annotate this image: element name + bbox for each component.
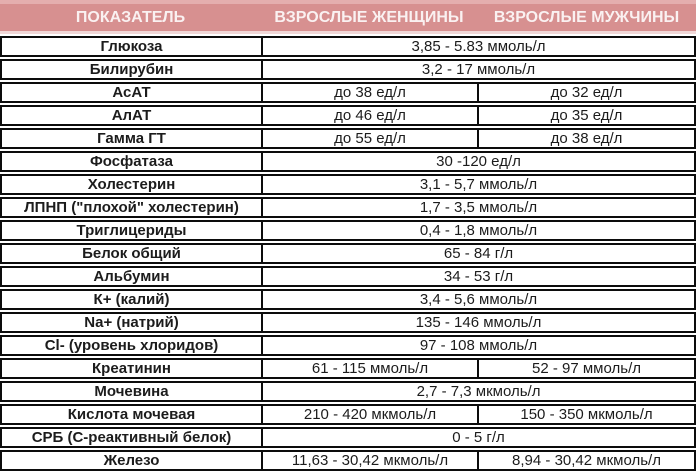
indicator-cell: Железо: [0, 450, 261, 471]
indicator-cell: Гамма ГТ: [0, 128, 261, 149]
women-value-cell: до 46 ед/л: [261, 105, 477, 126]
women-value-cell: 61 - 115 ммоль/л: [261, 358, 477, 379]
shared-value-cell: 3,85 - 5.83 ммоль/л: [261, 36, 696, 57]
indicator-cell: Cl- (уровень хлоридов): [0, 335, 261, 356]
men-value-cell: 150 - 350 мкмоль/л: [477, 404, 696, 425]
shared-value-cell: 65 - 84 г/л: [261, 243, 696, 264]
indicator-cell: СРБ (С-реактивный белок): [0, 427, 261, 448]
table-row: Глюкоза 3,85 - 5.83 ммоль/л: [0, 36, 696, 57]
table-row: ЛПНП ("плохой" холестерин) 1,7 - 3,5 ммо…: [0, 197, 696, 218]
header-indicator: ПОКАЗАТЕЛЬ: [75, 8, 186, 26]
men-value-cell: до 38 ед/л: [477, 128, 696, 149]
men-value-cell: до 32 ед/л: [477, 82, 696, 103]
table-row: Cl- (уровень хлоридов) 97 - 108 ммоль/л: [0, 335, 696, 356]
indicator-cell: Кислота мочевая: [0, 404, 261, 425]
shared-value-cell: 3,1 - 5,7 ммоль/л: [261, 174, 696, 195]
table-row: Фосфатаза 30 -120 ед/л: [0, 151, 696, 172]
women-value-cell: до 38 ед/л: [261, 82, 477, 103]
shared-value-cell: 135 - 146 ммоль/л: [261, 312, 696, 333]
shared-value-cell: 0 - 5 г/л: [261, 427, 696, 448]
indicator-cell: Триглицериды: [0, 220, 261, 241]
indicator-cell: Фосфатаза: [0, 151, 261, 172]
indicator-cell: Мочевина: [0, 381, 261, 402]
table-row: Na+ (натрий) 135 - 146 ммоль/л: [0, 312, 696, 333]
indicator-cell: Белок общий: [0, 243, 261, 264]
table-header: ПОКАЗАТЕЛЬ ВЗРОСЛЫЕ ЖЕНЩИНЫ ВЗРОСЛЫЕ МУЖ…: [0, 0, 696, 34]
header-adult-men: ВЗРОСЛЫЕ МУЖЧИНЫ: [493, 8, 680, 26]
table-row: Кислота мочевая 210 - 420 мкмоль/л 150 -…: [0, 404, 696, 425]
header-adult-women: ВЗРОСЛЫЕ ЖЕНЩИНЫ: [274, 8, 464, 26]
table-row: Триглицериды 0,4 - 1,8 ммоль/л: [0, 220, 696, 241]
shared-value-cell: 2,7 - 7,3 мкмоль/л: [261, 381, 696, 402]
table-row: Белок общий 65 - 84 г/л: [0, 243, 696, 264]
indicator-cell: АсАТ: [0, 82, 261, 103]
reference-table-body: Глюкоза 3,85 - 5.83 ммоль/л Билирубин 3,…: [0, 34, 696, 473]
indicator-cell: Билирубин: [0, 59, 261, 80]
indicator-cell: Альбумин: [0, 266, 261, 287]
table-row: СРБ (С-реактивный белок) 0 - 5 г/л: [0, 427, 696, 448]
women-value-cell: 11,63 - 30,42 мкмоль/л: [261, 450, 477, 471]
indicator-cell: Холестерин: [0, 174, 261, 195]
men-value-cell: 8,94 - 30,42 мкмоль/л: [477, 450, 696, 471]
table-row: Альбумин 34 - 53 г/л: [0, 266, 696, 287]
table-row: Билирубин 3,2 - 17 ммоль/л: [0, 59, 696, 80]
shared-value-cell: 3,4 - 5,6 ммоль/л: [261, 289, 696, 310]
table-row: АсАТ до 38 ед/л до 32 ед/л: [0, 82, 696, 103]
table-row: К+ (калий) 3,4 - 5,6 ммоль/л: [0, 289, 696, 310]
indicator-cell: ЛПНП ("плохой" холестерин): [0, 197, 261, 218]
table-row: Холестерин 3,1 - 5,7 ммоль/л: [0, 174, 696, 195]
indicator-cell: АлАТ: [0, 105, 261, 126]
indicator-cell: Глюкоза: [0, 36, 261, 57]
women-value-cell: до 55 ед/л: [261, 128, 477, 149]
shared-value-cell: 1,7 - 3,5 ммоль/л: [261, 197, 696, 218]
table-row: Железо 11,63 - 30,42 мкмоль/л 8,94 - 30,…: [0, 450, 696, 471]
shared-value-cell: 30 -120 ед/л: [261, 151, 696, 172]
table-row: Креатинин 61 - 115 ммоль/л 52 - 97 ммоль…: [0, 358, 696, 379]
shared-value-cell: 3,2 - 17 ммоль/л: [261, 59, 696, 80]
table-row: Гамма ГТ до 55 ед/л до 38 ед/л: [0, 128, 696, 149]
table-row: АлАТ до 46 ед/л до 35 ед/л: [0, 105, 696, 126]
shared-value-cell: 97 - 108 ммоль/л: [261, 335, 696, 356]
indicator-cell: Креатинин: [0, 358, 261, 379]
table-row: Мочевина 2,7 - 7,3 мкмоль/л: [0, 381, 696, 402]
indicator-cell: Na+ (натрий): [0, 312, 261, 333]
indicator-cell: К+ (калий): [0, 289, 261, 310]
shared-value-cell: 0,4 - 1,8 ммоль/л: [261, 220, 696, 241]
shared-value-cell: 34 - 53 г/л: [261, 266, 696, 287]
women-value-cell: 210 - 420 мкмоль/л: [261, 404, 477, 425]
men-value-cell: 52 - 97 ммоль/л: [477, 358, 696, 379]
men-value-cell: до 35 ед/л: [477, 105, 696, 126]
